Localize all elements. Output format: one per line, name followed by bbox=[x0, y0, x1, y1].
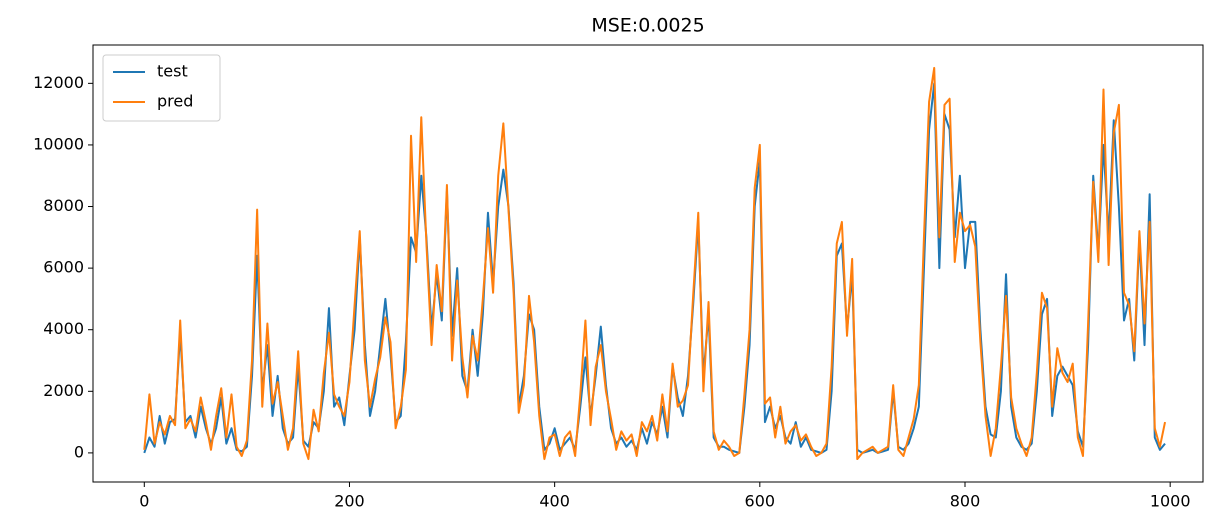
chart-title: MSE:0.0025 bbox=[591, 15, 704, 37]
x-tick-label: 400 bbox=[539, 492, 570, 511]
x-tick-label: 600 bbox=[745, 492, 776, 511]
y-tick-label: 6000 bbox=[43, 258, 84, 277]
y-tick-label: 8000 bbox=[43, 196, 84, 215]
y-tick-label: 10000 bbox=[33, 134, 84, 153]
x-tick-label: 1000 bbox=[1150, 492, 1191, 511]
x-tick-label: 800 bbox=[950, 492, 981, 511]
axes-frame bbox=[92, 44, 1204, 483]
y-tick-label: 4000 bbox=[43, 319, 84, 338]
y-tick-label: 2000 bbox=[43, 381, 84, 400]
x-tick-label: 200 bbox=[334, 492, 365, 511]
plot bbox=[143, 66, 1167, 461]
series-line bbox=[143, 66, 1167, 461]
legend-label: test bbox=[157, 62, 188, 81]
legend-label: pred bbox=[157, 92, 193, 111]
y-tick-label: 0 bbox=[74, 442, 84, 461]
y-tick-label: 12000 bbox=[33, 73, 84, 92]
x-tick-label: 0 bbox=[139, 492, 149, 511]
